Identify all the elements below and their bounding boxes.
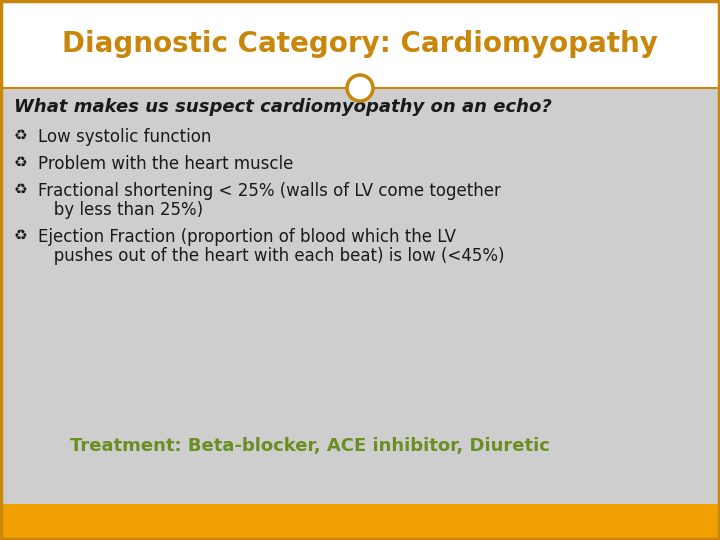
Text: Diagnostic Category: Cardiomyopathy: Diagnostic Category: Cardiomyopathy <box>62 30 658 58</box>
Text: ♻: ♻ <box>14 228 27 243</box>
FancyBboxPatch shape <box>1 88 719 504</box>
FancyBboxPatch shape <box>1 0 719 88</box>
Text: Problem with the heart muscle: Problem with the heart muscle <box>38 155 293 173</box>
FancyBboxPatch shape <box>1 504 719 539</box>
Text: Ejection Fraction (proportion of blood which the LV: Ejection Fraction (proportion of blood w… <box>38 228 456 246</box>
Text: Low systolic function: Low systolic function <box>38 128 212 146</box>
Text: Treatment: Beta-blocker, ACE inhibitor, Diuretic: Treatment: Beta-blocker, ACE inhibitor, … <box>70 437 550 455</box>
Text: ♻: ♻ <box>14 128 27 143</box>
Text: pushes out of the heart with each beat) is low (<45%): pushes out of the heart with each beat) … <box>38 247 505 265</box>
Text: What makes us suspect cardiomyopathy on an echo?: What makes us suspect cardiomyopathy on … <box>14 98 552 116</box>
Circle shape <box>347 75 373 101</box>
Text: by less than 25%): by less than 25%) <box>38 201 203 219</box>
Text: ♻: ♻ <box>14 155 27 170</box>
Text: ♻: ♻ <box>14 182 27 197</box>
Text: Fractional shortening < 25% (walls of LV come together: Fractional shortening < 25% (walls of LV… <box>38 182 501 200</box>
